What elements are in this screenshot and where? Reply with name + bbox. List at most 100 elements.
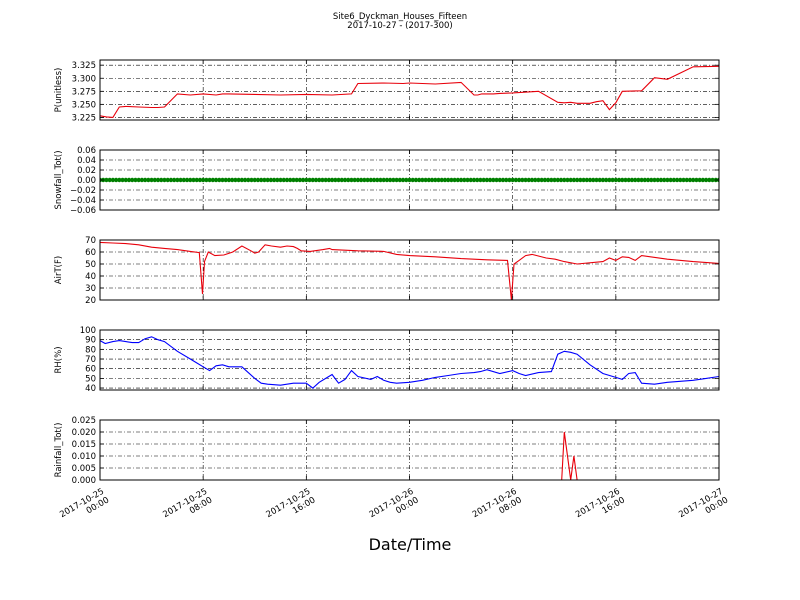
data-point <box>159 177 164 183</box>
data-point <box>458 177 464 183</box>
grid <box>100 60 719 120</box>
grid <box>100 240 719 300</box>
panel-5: 0.000 0.005 0.010 0.015 0.020 0.025 Rainfall_T… <box>54 416 720 486</box>
data-point <box>397 177 403 183</box>
data-point <box>433 177 438 183</box>
data-point <box>452 177 457 183</box>
data-point <box>494 177 499 183</box>
data-point <box>555 177 561 183</box>
data-point <box>149 177 154 183</box>
data-point <box>394 177 399 183</box>
data-point <box>384 177 390 183</box>
data-point <box>284 177 290 183</box>
data-point <box>584 177 590 183</box>
data-point <box>271 177 277 183</box>
y-tick-label: 3.225 <box>72 113 96 123</box>
series-line <box>100 336 719 389</box>
figure-subtitle: 2017-10-27 - (2017-300) <box>347 21 452 31</box>
data-point <box>307 177 312 183</box>
grid <box>100 330 719 390</box>
data-point <box>462 177 467 183</box>
data-point <box>249 177 254 183</box>
data-point <box>526 177 531 183</box>
data-point <box>504 177 509 183</box>
data-point <box>475 177 480 183</box>
data-point <box>294 177 299 183</box>
data-point <box>639 177 644 183</box>
y-tick-label: 0.025 <box>72 416 96 426</box>
data-point <box>429 177 435 183</box>
data-point <box>236 177 241 183</box>
data-point <box>210 177 216 183</box>
data-point <box>104 177 109 183</box>
data-point <box>136 177 141 183</box>
data-point <box>375 177 380 183</box>
y-tick-label: 50 <box>85 374 96 384</box>
data-point <box>410 177 415 183</box>
data-point <box>481 177 486 183</box>
y-tick-label: 3.300 <box>72 74 96 84</box>
data-point <box>246 177 251 183</box>
x-tick-label: 2017-10-2600:00 <box>368 487 421 529</box>
data-point <box>349 177 354 183</box>
data-point <box>184 177 190 183</box>
y-tick-label: 90 <box>85 336 96 346</box>
series-points <box>100 177 719 183</box>
data-point <box>258 177 264 183</box>
data-point <box>471 177 477 183</box>
data-point <box>571 177 577 183</box>
grid <box>100 420 719 480</box>
data-point <box>107 177 112 183</box>
data-point <box>652 177 657 183</box>
data-point <box>491 177 496 183</box>
data-point <box>671 177 677 183</box>
data-point <box>400 177 406 183</box>
y-tick-label: 70 <box>85 236 96 246</box>
data-point <box>326 177 332 183</box>
data-point <box>391 177 396 183</box>
data-point <box>439 177 444 183</box>
data-point <box>442 177 448 183</box>
data-point <box>297 177 303 183</box>
data-point <box>616 177 622 183</box>
data-point <box>562 177 567 183</box>
data-point <box>139 177 145 183</box>
y-tick-label: 0.015 <box>72 440 96 450</box>
data-point <box>262 177 267 183</box>
data-point <box>513 177 519 183</box>
data-point <box>581 177 586 183</box>
x-tick-label: 2017-10-2700:00 <box>677 487 730 529</box>
data-point <box>404 177 409 183</box>
y-axis-label: RH(%) <box>54 346 64 373</box>
data-point <box>607 177 612 183</box>
data-point <box>539 177 544 183</box>
data-point <box>310 177 315 183</box>
y-axis-label: Rainfall_Tot() <box>54 423 64 478</box>
data-point <box>113 177 119 183</box>
data-point <box>191 177 196 183</box>
y-tick-label: 0.020 <box>72 428 96 438</box>
data-point <box>545 177 551 183</box>
data-point <box>365 177 370 183</box>
data-point <box>591 177 596 183</box>
data-point <box>587 177 593 183</box>
data-point <box>323 177 328 183</box>
y-tick-label: 0.02 <box>77 166 96 176</box>
data-point <box>549 177 554 183</box>
data-point <box>497 177 502 183</box>
data-point <box>620 177 625 183</box>
data-point <box>175 177 180 183</box>
data-point <box>674 177 680 183</box>
data-point <box>152 177 158 183</box>
y-tick-label: 0.06 <box>77 146 96 156</box>
data-point <box>465 177 470 183</box>
data-point <box>146 177 151 183</box>
data-point <box>436 177 441 183</box>
data-point <box>255 177 261 183</box>
data-point <box>288 177 293 183</box>
data-point <box>507 177 512 183</box>
y-tick-label: −0.04 <box>70 196 96 206</box>
data-point <box>313 177 319 183</box>
data-point <box>565 177 570 183</box>
data-point <box>207 177 212 183</box>
